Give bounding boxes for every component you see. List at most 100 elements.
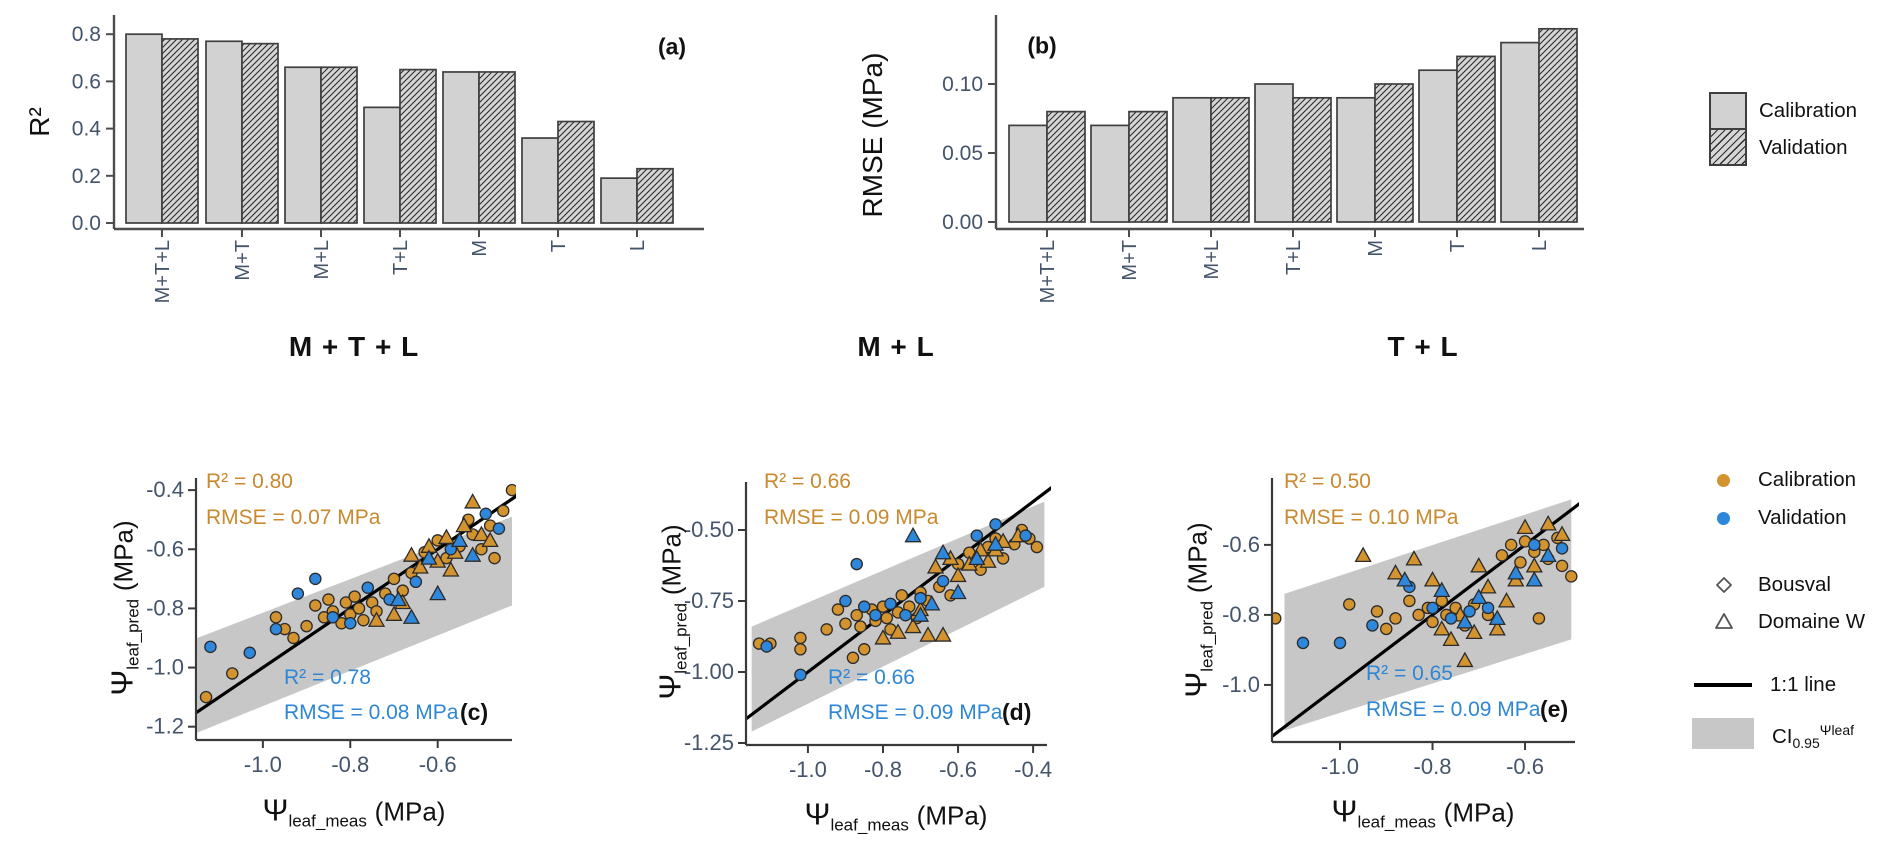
panel-e-label: (e) — [1540, 696, 1569, 722]
legend-scatter-validation-label: Validation — [1758, 506, 1847, 529]
panel-b-y-axis-title: RMSE (MPa) — [857, 52, 888, 218]
calibration-bar-swatch — [1709, 92, 1747, 129]
panel-d-y-axis-title: Ψleaf_pred (MPa) — [652, 524, 691, 700]
val_bousval-points — [1296, 538, 1569, 650]
calibration-bar — [1090, 124, 1130, 223]
panel-d-cal-rmse: RMSE = 0.09 MPa — [764, 506, 939, 529]
x-tick-label: -0.8 — [331, 752, 369, 777]
cal_domaine-points — [1354, 515, 1571, 668]
y-tick-label: 0.8 — [72, 23, 101, 46]
x-tick-label: L — [627, 240, 649, 251]
validation-bar — [161, 38, 199, 224]
panel-e-x-axis-title: Ψleaf_meas (MPa) — [1331, 793, 1515, 832]
calibration-bar — [1172, 96, 1212, 223]
validation-bar — [636, 167, 674, 224]
panel-e-val-r2: R² = 0.65 — [1366, 662, 1453, 685]
y-tick-label: -1.0 — [1222, 672, 1260, 697]
panel-c-val-rmse: RMSE = 0.08 MPa — [284, 701, 459, 724]
y-tick-label: 0.00 — [942, 211, 983, 234]
validation-bar — [1538, 27, 1578, 223]
y-tick-label: 0.05 — [942, 142, 983, 165]
bousval-marker-icon — [1716, 577, 1732, 593]
scatter-panel-e: -0.6 -0.8 -1.0 -1.0 -0.8 -0.6 — [1222, 478, 1579, 779]
validation-bar — [1292, 96, 1332, 223]
panel-d-title: M + L — [857, 331, 935, 362]
calibration-bar — [1418, 69, 1458, 223]
panel-e-cal-r2: R² = 0.50 — [1284, 470, 1371, 493]
val_domaine-points — [904, 526, 1005, 622]
panel-d-label: (d) — [1002, 699, 1032, 725]
x-tick-label: -0.4 — [1014, 757, 1052, 782]
x-tick-label: -1.0 — [789, 757, 827, 782]
ci-band-icon — [1692, 718, 1754, 749]
y-tick-label: -1.00 — [684, 659, 734, 684]
calibration-bar — [1254, 83, 1294, 223]
calibration-bar — [205, 40, 243, 224]
panel-c-label: (c) — [460, 699, 489, 725]
panel-d-x-axis-title: Ψleaf_meas (MPa) — [804, 796, 988, 835]
legend-domaine-label: Domaine W — [1758, 610, 1866, 633]
legend-calibration-label: Calibration — [1759, 98, 1857, 122]
y-tick-label: -0.8 — [146, 595, 184, 620]
x-tick-label: M — [469, 240, 491, 257]
scatter-panel-c: -0.4 -0.6 -0.8 -1.0 -1.2 -1.0 -0.8 -0.6 — [146, 477, 516, 777]
y-tick-label: -1.0 — [146, 655, 184, 680]
calibration-bar — [521, 137, 559, 224]
validation-bar — [1046, 110, 1086, 223]
panel-e-title: T + L — [1387, 331, 1459, 362]
legend-row-validation: Validation — [1709, 129, 1857, 166]
panel-a-y-axis-title: R² — [24, 107, 55, 137]
x-tick-label: M — [1365, 240, 1387, 257]
calibration-bar — [1500, 41, 1540, 223]
x-tick-label: -0.6 — [939, 757, 977, 782]
y-tick-label: 0.4 — [72, 118, 102, 141]
x-tick-label: M+T — [232, 240, 254, 281]
val_bousval-points — [760, 518, 1032, 682]
calibration-bar — [1008, 124, 1048, 223]
scatter-panel-d: -0.50 -0.75 -1.00 -1.25 -1.0 -0.8 -0.6 -0.4 — [684, 482, 1052, 782]
validation-bar — [1210, 96, 1250, 223]
y-tick-label: -1.2 — [146, 714, 184, 739]
validation-bar — [399, 68, 437, 224]
x-tick-label: T — [1447, 240, 1469, 252]
validation-bar — [320, 66, 358, 224]
panel-c-cal-rmse: RMSE = 0.07 MPa — [206, 506, 381, 529]
panel-d-val-r2: R² = 0.66 — [828, 666, 915, 689]
x-tick-label: -0.8 — [1414, 754, 1452, 779]
x-tick-label: T+L — [390, 240, 412, 275]
y-tick-label: -0.50 — [684, 517, 734, 542]
x-tick-label: M+T+L — [152, 240, 174, 303]
x-tick-label: L — [1529, 240, 1551, 251]
calibration-bar — [442, 71, 480, 224]
x-tick-label: -0.6 — [419, 752, 457, 777]
legend-ci-label: CI0.95Ψleaf — [1772, 722, 1855, 751]
legend-scatter-calibration-label: Calibration — [1758, 468, 1856, 491]
panel-c-y-axis-title: Ψleaf_pred (MPa) — [104, 520, 143, 696]
panel-b-label: (b) — [1027, 32, 1057, 59]
panel-e-y-axis-title: Ψleaf_pred (MPa) — [1178, 522, 1217, 698]
bar-chart-legend: Calibration Validation — [1709, 92, 1857, 166]
calibration-bar — [363, 106, 401, 224]
calibration-point-icon — [1717, 474, 1730, 487]
cal_domaine-points — [874, 526, 1027, 645]
y-tick-label: 0.6 — [72, 70, 101, 93]
x-tick-label: M+L — [311, 240, 333, 279]
bar-panel-b: 0.00 0.05 0.10 M+T+L M+T M+L T+L M T L — [942, 15, 1584, 303]
panel-c-x-axis-title: Ψleaf_meas (MPa) — [262, 792, 446, 831]
calibration-bar — [284, 66, 322, 224]
x-tick-label: T+L — [1283, 240, 1305, 275]
validation-bar — [1456, 55, 1496, 223]
x-tick-label: -0.8 — [864, 757, 902, 782]
calibration-bar — [1336, 96, 1376, 223]
panel-e-val-rmse: RMSE = 0.09 MPa — [1366, 698, 1541, 721]
bars-b — [1008, 27, 1578, 223]
validation-bar — [241, 42, 279, 224]
x-tick-label: -1.0 — [244, 752, 282, 777]
y-tick-label: -0.6 — [146, 536, 184, 561]
bars-a — [125, 33, 674, 224]
bar-panel-a: 0.0 0.2 0.4 0.6 0.8 M+T+L M+T M+L T+L M T L — [72, 15, 704, 303]
legend-identity-label: 1:1 line — [1770, 673, 1837, 696]
val_domaine-points — [389, 531, 482, 624]
x-tick-label: M+L — [1201, 240, 1223, 279]
val_domaine-points — [1396, 546, 1557, 629]
